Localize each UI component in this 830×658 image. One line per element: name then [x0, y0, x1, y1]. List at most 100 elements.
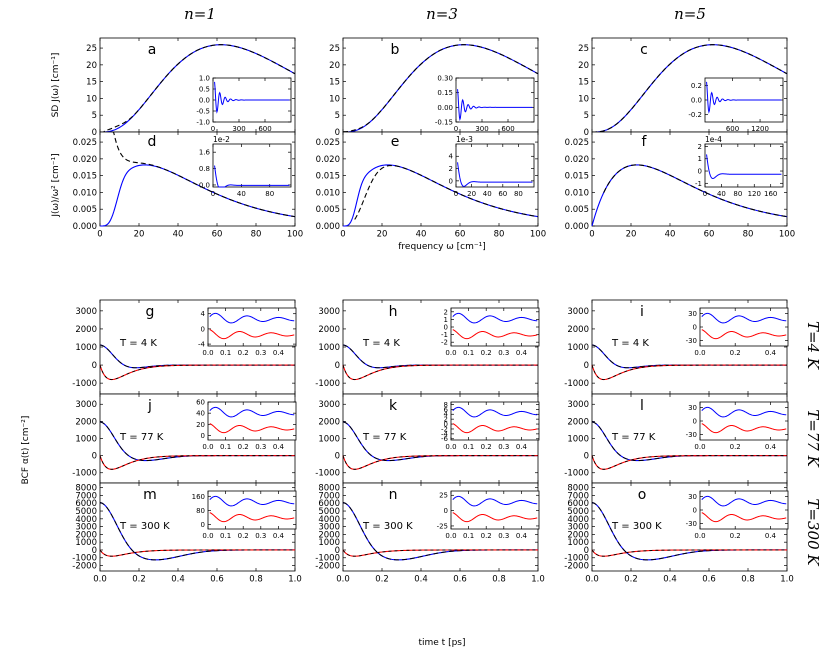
inset-k-frame — [450, 401, 540, 441]
panel-a-ytick-label: 15 — [86, 78, 97, 88]
inset-o-xtick-label: 0.0 — [694, 532, 705, 540]
inset-l-ytick-label: -30 — [686, 431, 697, 439]
row-title-4k: T=4 K — [804, 321, 822, 370]
inset-l-xtick-label: 0.2 — [730, 443, 741, 451]
panel-o-xtick-label: 0.0 — [585, 575, 599, 585]
inset-j-frame — [207, 401, 297, 441]
panel-m-ytick-label: 7000 — [75, 491, 97, 501]
panel-m-temp-label: T = 300 K — [119, 521, 170, 532]
panel-e-ytick-label: 0.000 — [316, 222, 340, 232]
inset-n-ytick-label: 0 — [444, 507, 448, 515]
inset-i-xtick-label: 0.4 — [765, 349, 777, 357]
panel-h-imag-exact-line — [342, 364, 538, 380]
panel-i-ytick-label: 1000 — [567, 343, 589, 353]
inset-e-ytick-label: 0 — [449, 177, 453, 185]
sdw-ylabel: J(ω)/ω² [cm⁻¹] — [51, 153, 61, 217]
inset-h-frame — [450, 307, 540, 347]
panel-a-exact-line — [100, 44, 296, 133]
inset-m-frame — [207, 490, 297, 530]
inset-o-imag-line — [701, 512, 787, 523]
panel-n-ytick-label: 3000 — [318, 523, 340, 533]
panel-m-xtick-label: 0.6 — [210, 575, 224, 585]
inset-n-line — [452, 495, 538, 507]
panel-f-ytick-label: 0.010 — [565, 188, 589, 198]
panel-o-ytick-label: 2000 — [567, 530, 589, 540]
inset-m-xtick-label: 0.2 — [238, 532, 249, 540]
panel-f-xtick-label: 0 — [589, 230, 594, 240]
inset-i-line — [701, 312, 787, 324]
panel-o-ytick-label: 8000 — [567, 484, 589, 494]
panel-k-ytick-label: 3000 — [318, 400, 340, 410]
panel-e-inset: 0 20 40 60 80 0 2 4 1e-3 — [449, 135, 535, 198]
panel-g-ytick-label: 3000 — [75, 307, 97, 317]
inset-h-ytick-label: 0 — [444, 323, 448, 331]
panel-b-ytick-label: 5 — [335, 111, 340, 121]
panel-n-ytick-label: 6000 — [318, 499, 340, 509]
inset-n-xtick-label: 0.4 — [516, 532, 528, 540]
panel-m-letter: m — [143, 487, 157, 503]
panel-n-ytick-label: -1000 — [315, 554, 340, 564]
inset-d-line — [214, 165, 290, 188]
panel-h-ytick-label: 2000 — [318, 325, 340, 335]
panel-d-xtick-label: 20 — [134, 230, 145, 240]
inset-o-frame — [699, 490, 789, 530]
panel-o-imag-line — [591, 549, 787, 557]
inset-n-xtick-label: 0.3 — [498, 532, 509, 540]
panel-o-xtick-label: 0.2 — [624, 575, 638, 585]
inset-a-ytick-label: 1.0 — [199, 74, 210, 82]
inset-n-xtick-label: 0.1 — [463, 532, 474, 540]
inset-m-imag-line — [209, 512, 295, 523]
panel-d-ytick-label: 0.000 — [73, 222, 97, 232]
inset-a-ytick-label: -1.0 — [196, 118, 210, 126]
panel-d-ytick-label: 0.010 — [73, 188, 97, 198]
inset-h-ytick-label: 2 — [444, 308, 448, 316]
panel-o-ytick-label: 5000 — [567, 507, 589, 517]
inset-g-frame — [207, 307, 297, 347]
inset-e-xtick-label: 40 — [483, 190, 492, 198]
panel-a-inset: 0 300 600 -1.0 -0.5 0.0 0.5 1.0 — [196, 74, 292, 133]
panel-k-ytick-label: -1000 — [315, 469, 340, 479]
panel-n-xtick-label: 0.0 — [336, 575, 350, 585]
panel-c-ytick-label: 0 — [584, 128, 589, 138]
panel-o-inset: 0.0 0.2 0.4 -30 0 30 — [686, 490, 789, 540]
inset-o-xtick-label: 0.4 — [765, 532, 777, 540]
panel-l-inset: 0.0 0.2 0.4 -30 0 30 — [686, 401, 789, 451]
inset-f-scale: 1e-4 — [705, 135, 722, 144]
panel-n-xtick-label: 0.2 — [375, 575, 389, 585]
panel-g-imag-exact-line — [99, 364, 295, 380]
panel-n-xtick-label: 0.6 — [453, 575, 467, 585]
panel-n-temp-label: T = 300 K — [362, 521, 413, 532]
inset-e-frame — [455, 143, 535, 188]
panel-d-xtick-label: 80 — [251, 230, 262, 240]
panel-n-ytick-label: 4000 — [318, 515, 340, 525]
panel-m-ytick-label: 8000 — [75, 484, 97, 494]
inset-k-ytick-label: -6 — [441, 435, 449, 443]
inset-e-line — [457, 162, 533, 187]
bcf-ylabel: BCF α(t) [cm⁻²] — [21, 416, 31, 485]
inset-i-xtick-label: 0.2 — [730, 349, 741, 357]
panel-i: -1000 0 1000 2000 3000 i T = 4 K 0.0 0.2 0.4 -30 0 3… — [564, 299, 789, 395]
inset-a-xtick-label: 0 — [211, 125, 215, 133]
row-title-77k: T=77 K — [804, 409, 822, 467]
panel-b-ytick-label: 25 — [329, 44, 340, 54]
inset-k-ytick-label: 8 — [444, 401, 448, 409]
inset-g-xtick-label: 0.1 — [220, 349, 231, 357]
inset-k-ytick-label: -4 — [441, 430, 449, 438]
panel-g-inset: 0.0 0.1 0.2 0.3 0.4 -4 0 4 — [198, 307, 297, 357]
panel-o-ytick-label: 3000 — [567, 523, 589, 533]
panel-f-xtick-label: 80 — [743, 230, 754, 240]
panel-b-exact-line — [342, 44, 539, 133]
panel-b: 0 5 10 15 20 25 b 0 300 600 -0.15 0.00 0.15 0.30 — [329, 37, 539, 138]
panel-o-ytick-label: 4000 — [567, 515, 589, 525]
panel-k-ytick-label: 2000 — [318, 417, 340, 427]
panel-l-ytick-label: 3000 — [567, 400, 589, 410]
inset-f-xtick-label: 160 — [764, 190, 777, 198]
panel-f-ytick-label: 0.005 — [565, 205, 589, 215]
panel-h-temp-label: T = 4 K — [362, 338, 400, 349]
panel-k-ytick-label: 1000 — [318, 434, 340, 444]
inset-b-ytick-label: -0.15 — [435, 118, 453, 126]
panel-o-ytick-label: 6000 — [567, 499, 589, 509]
panel-b-letter: b — [391, 42, 400, 58]
column-title-n5: n=5 — [674, 5, 706, 23]
inset-g-ytick-label: 0 — [201, 325, 205, 333]
